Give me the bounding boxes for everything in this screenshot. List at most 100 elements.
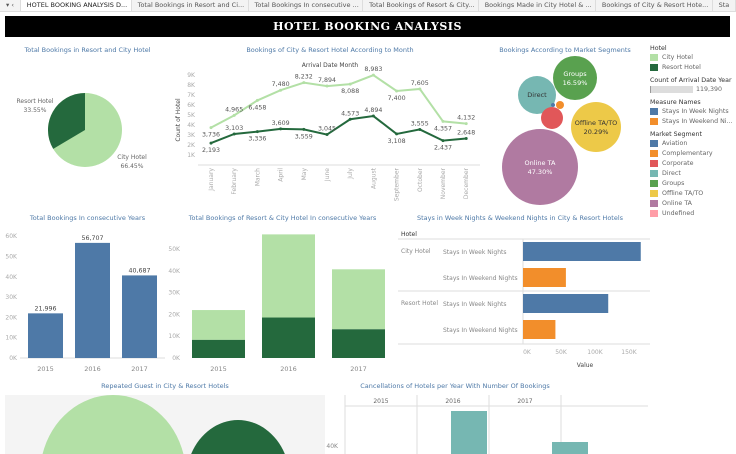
line-xtick: August: [370, 167, 377, 189]
tab-sheet[interactable]: Bookings of City & Resort Hote...: [596, 0, 713, 11]
stays-bar: [523, 320, 556, 339]
tab-sheet[interactable]: Bookings Made in City Hotel & ...: [479, 0, 596, 11]
years-data-label: 21,996: [34, 305, 56, 312]
line-xtick: May: [301, 168, 308, 181]
line-data-label: 3,108: [388, 138, 406, 145]
legend-item[interactable]: Stays In Weekend Ni...: [650, 116, 736, 126]
legend-item[interactable]: Corporate: [650, 158, 736, 168]
line-point: [325, 133, 329, 137]
years-ytick: 50K: [5, 254, 18, 261]
tab-dashboard[interactable]: HOTEL BOOKING ANALYSIS D...: [20, 0, 132, 11]
line-data-label: 7,480: [272, 81, 290, 88]
dashboard-title: HOTEL BOOKING ANALYSIS: [5, 16, 730, 37]
line-ytick: 4K: [187, 122, 196, 129]
legend-item[interactable]: Offline TA/TO: [650, 188, 736, 198]
tab-sheet[interactable]: Total Bookings in Resort and Ci...: [132, 0, 249, 11]
legend-segment-title: Market Segment: [650, 131, 702, 138]
legend-item[interactable]: Groups: [650, 178, 736, 188]
legend-count: 119,390: [650, 84, 736, 94]
bubble-label: Groups: [563, 70, 587, 78]
line-ylabel: Count of Hotel: [175, 98, 182, 142]
cancel-title: Cancellations of Hotels per Year With Nu…: [360, 382, 550, 390]
line-point: [209, 126, 213, 130]
stays-xlabel: Value: [577, 362, 594, 369]
tab-sheet[interactable]: Total Bookings In consecutive ...: [249, 0, 364, 11]
cancel-column-header: 2015: [373, 398, 388, 405]
stacked-ytick: 0K: [172, 355, 181, 362]
line-series-city: [210, 74, 467, 129]
size-bar-icon: [650, 85, 693, 93]
line-ytick: 8K: [187, 82, 196, 89]
legend-item[interactable]: Direct: [650, 168, 736, 178]
line-xtick: April: [278, 168, 285, 182]
line-point: [464, 137, 468, 141]
line-xtick: September: [394, 167, 401, 201]
stays-xtick: 0K: [523, 349, 532, 356]
line-ytick: 1K: [187, 152, 196, 159]
stacked-bar-resort: [262, 317, 315, 358]
legend-item[interactable]: Undefined: [650, 208, 736, 218]
legend-item[interactable]: Resort Hotel: [650, 62, 736, 72]
line-xtick: June: [324, 168, 331, 182]
stacked-ytick: 50K: [168, 246, 181, 253]
stays-bar: [523, 294, 609, 313]
bubble-offline-ta-to: [571, 102, 621, 152]
line-xlabel: Arrival Date Month: [302, 62, 359, 69]
tab-sheet[interactable]: Sta: [713, 0, 736, 11]
legend-measure-title: Measure Names: [650, 99, 701, 106]
pie-pct-resort: 33.55%: [24, 107, 47, 114]
years-bar: [122, 275, 157, 358]
stacked-xtick: 2015: [210, 365, 227, 373]
line-point: [418, 87, 422, 91]
bubble-label: Direct: [527, 91, 547, 99]
line-data-label: 3,736: [202, 132, 220, 139]
legend-item[interactable]: City Hotel: [650, 52, 736, 62]
repeated-title: Repeated Guest in City & Resort Hotels: [101, 382, 229, 390]
cancel-column-header: 2017: [517, 398, 532, 405]
line-point: [441, 139, 445, 143]
line-ytick: 6K: [187, 102, 196, 109]
swatch-icon: [650, 139, 658, 147]
pie-pct-city: 66.45%: [121, 163, 144, 170]
years-ytick: 10K: [5, 335, 18, 342]
line-series-resort: [210, 115, 467, 145]
tab-sheet[interactable]: Total Bookings of Resort & City...: [363, 0, 479, 11]
line-xtick: March: [254, 168, 261, 186]
line-data-label: 4,132: [457, 115, 475, 122]
stays-row-label: Stays In Week Nights: [443, 301, 507, 308]
tab-menu-icon[interactable]: ▾ ‹: [0, 0, 21, 11]
line-point: [418, 127, 422, 131]
line-point: [302, 127, 306, 131]
swatch-icon: [650, 159, 658, 167]
line-xtick: October: [417, 167, 424, 192]
line-data-label: 4,894: [364, 107, 382, 114]
line-data-label: 8,088: [341, 88, 359, 95]
line-data-label: 3,555: [411, 120, 429, 127]
years-ytick: 30K: [5, 294, 18, 301]
legend-item[interactable]: Online TA: [650, 198, 736, 208]
legend-item[interactable]: Aviation: [650, 138, 736, 148]
line-point: [371, 73, 375, 77]
stacked-ytick: 30K: [168, 290, 181, 297]
bubble-pct: 47.30%: [528, 168, 553, 176]
line-point: [302, 81, 306, 85]
legend-item[interactable]: Complementary: [650, 148, 736, 158]
stays-title: Stays in Week Nights & Weekend Nights in…: [416, 214, 624, 222]
pie-label-city: City Hotel: [117, 154, 147, 161]
years-ytick: 40K: [5, 274, 18, 281]
cancel-ytick: 40K: [326, 443, 339, 450]
stacked-title: Total Bookings of Resort & City Hotel In…: [188, 214, 377, 222]
line-data-label: 7,605: [411, 80, 429, 87]
swatch-icon: [650, 179, 658, 187]
line-point: [441, 119, 445, 123]
legend-item[interactable]: Stays In Week Nights: [650, 106, 736, 116]
line-data-label: 8,232: [295, 74, 313, 81]
legend-label: Online TA: [662, 199, 692, 207]
cancel-bar: [451, 411, 487, 454]
cancel-bar: [552, 442, 588, 454]
line-point: [232, 113, 236, 117]
legend-label: Offline TA/TO: [662, 189, 704, 197]
bubble-title: Bookings According to Market Segments: [499, 46, 631, 54]
bubble-corporate: [541, 107, 563, 129]
years-bar: [28, 313, 63, 358]
